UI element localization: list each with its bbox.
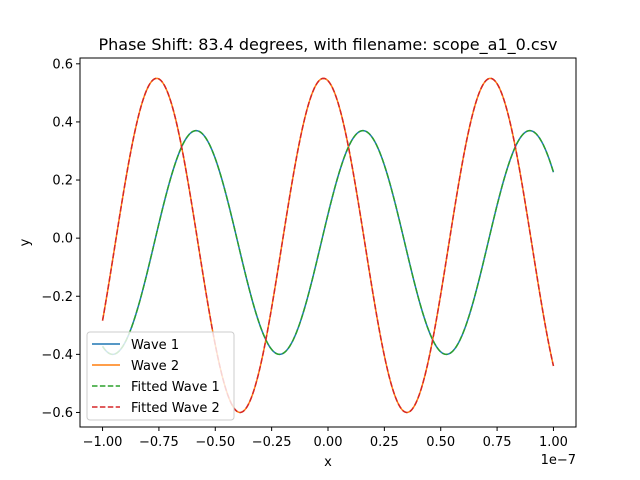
y-axis-ticks: −0.6 −0.4 −0.2 0.0 0.2 0.4 0.6 <box>41 57 80 421</box>
series-group <box>101 77 555 414</box>
y-tick-label: −0.2 <box>41 290 73 305</box>
x-tick-label: −0.50 <box>195 435 235 450</box>
legend-label: Fitted Wave 1 <box>131 380 220 395</box>
x-tick-label: −0.75 <box>139 435 179 450</box>
y-tick-label: −0.4 <box>41 348 73 363</box>
legend: Wave 1 Wave 2 Fitted Wave 1 Fitted Wave 2 <box>86 331 235 421</box>
legend-label: Wave 2 <box>131 359 179 374</box>
x-axis-offset-label: 1e−7 <box>541 453 576 468</box>
y-axis-label: y <box>18 238 33 246</box>
x-tick-label: 0.25 <box>370 435 399 450</box>
legend-box <box>86 331 235 421</box>
y-tick-label: 0.6 <box>52 57 73 72</box>
series-line-3 <box>101 129 555 356</box>
legend-label: Wave 1 <box>131 338 179 353</box>
x-axis-label: x <box>324 455 332 470</box>
series-line-4 <box>101 77 555 414</box>
x-tick-label: −1.00 <box>83 435 123 450</box>
y-tick-label: 0.2 <box>52 174 73 189</box>
x-tick-label: 1.00 <box>539 435 568 450</box>
x-tick-label: −0.25 <box>252 435 292 450</box>
y-tick-label: 0.0 <box>52 232 73 247</box>
legend-label: Fitted Wave 2 <box>131 401 220 416</box>
x-tick-label: 0.00 <box>314 435 343 450</box>
x-axis-ticks: −1.00 −0.75 −0.50 −0.25 0.00 0.25 0.50 0.75 1.00 <box>83 427 568 450</box>
chart-title: Phase Shift: 83.4 degrees, with filename… <box>98 35 557 55</box>
y-tick-label: 0.4 <box>52 115 73 130</box>
legend-entries: Wave 1 Wave 2 Fitted Wave 1 Fitted Wave 2 <box>92 338 220 416</box>
x-tick-label: 0.50 <box>426 435 455 450</box>
x-tick-label: 0.75 <box>483 435 512 450</box>
y-tick-label: −0.6 <box>41 406 73 421</box>
